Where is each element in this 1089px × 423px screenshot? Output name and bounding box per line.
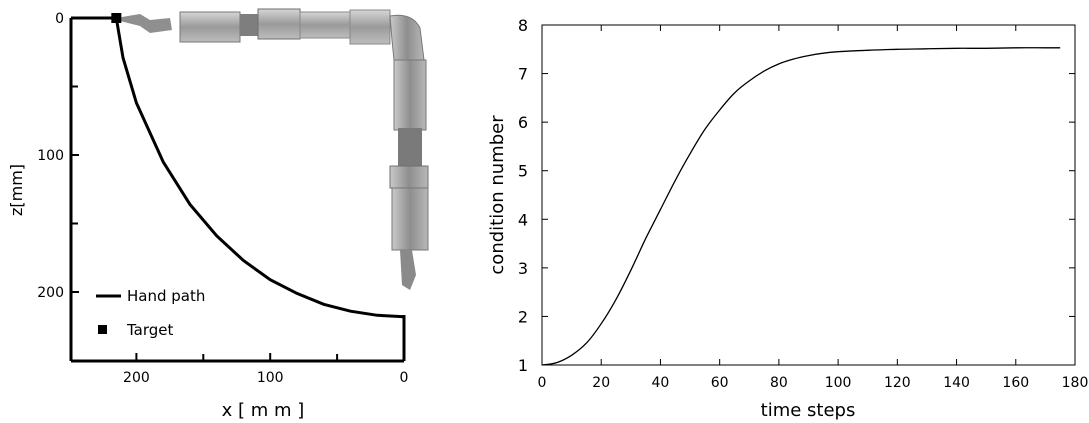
right-x-tick-label: 100 xyxy=(825,375,852,391)
right-ticks xyxy=(541,24,1076,366)
right-y-tick-label: 2 xyxy=(518,307,528,326)
left-y-tick-label: 100 xyxy=(37,148,64,164)
right-y-tick-label: 5 xyxy=(518,162,528,181)
right-y-tick-label: 1 xyxy=(518,356,528,375)
right-y-tick-label: 8 xyxy=(518,16,528,35)
legend-label-target: Target xyxy=(126,321,174,339)
right-y-tick-label: 4 xyxy=(518,210,528,229)
condition-number-chart: 0 20 40 60 80 100 120 140 160 180 1 2 3 4 5 6 7 8 time st… xyxy=(487,16,1088,421)
right-plot-frame xyxy=(541,24,1076,366)
right-x-tick-label: 40 xyxy=(652,375,670,391)
series-condition-number xyxy=(541,47,1061,366)
right-x-tick-label: 180 xyxy=(1062,375,1089,391)
right-y-tick-label: 7 xyxy=(518,65,528,84)
right-x-axis-title: time steps xyxy=(761,400,856,421)
right-x-tick-label: 140 xyxy=(943,375,970,391)
left-ticks xyxy=(71,17,405,361)
right-x-tick-label: 60 xyxy=(711,375,729,391)
right-y-axis-title: condition number xyxy=(487,115,508,275)
right-series xyxy=(541,47,1061,366)
left-legend: Hand path Target xyxy=(96,287,205,339)
right-x-tick-label: 0 xyxy=(538,375,547,391)
left-y-tick-label: 200 xyxy=(37,285,64,301)
legend-square-marker xyxy=(98,325,107,334)
left-axes xyxy=(69,16,406,363)
right-x-tick-label: 20 xyxy=(592,375,610,391)
hand-path-chart: 200 100 0 0 100 200 x [ m m ] z[mm] Hand path… xyxy=(7,8,429,421)
left-x-tick-label: 200 xyxy=(123,370,150,386)
left-y-axis-title: z[mm] xyxy=(7,164,26,216)
left-x-tick-label: 0 xyxy=(400,370,409,386)
legend-label-hand-path: Hand path xyxy=(127,287,205,305)
right-x-tick-label: 80 xyxy=(770,375,788,391)
left-series xyxy=(111,13,405,319)
robot-arm-photo xyxy=(116,8,429,290)
right-y-tick-label: 3 xyxy=(518,259,528,278)
left-x-axis-title: x [ m m ] xyxy=(222,400,305,421)
right-y-tick-label: 6 xyxy=(518,113,528,132)
left-y-tick-label: 0 xyxy=(55,11,64,27)
right-x-tick-label: 160 xyxy=(1002,375,1029,391)
target-marker xyxy=(111,13,122,23)
series-hand-path xyxy=(114,17,405,319)
left-x-tick-label: 100 xyxy=(257,370,284,386)
left-tick-labels: 200 100 0 0 100 200 xyxy=(37,11,408,386)
right-tick-labels: 0 20 40 60 80 100 120 140 160 180 1 2 3 4 5 6 7 8 xyxy=(518,16,1089,391)
right-x-tick-label: 120 xyxy=(884,375,911,391)
